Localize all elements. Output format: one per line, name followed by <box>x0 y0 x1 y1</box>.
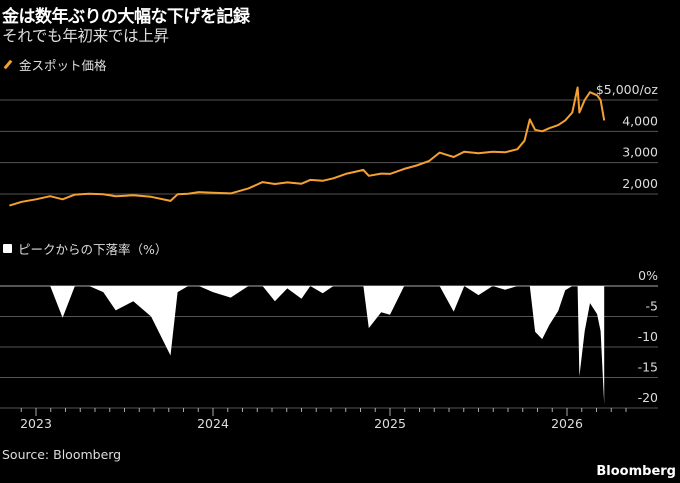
legend-drawdown: ピークからの下落率（%） <box>3 239 167 258</box>
year-tick-label: 2025 <box>374 416 406 431</box>
drawdown-area <box>9 286 605 405</box>
price-tick-label: $5,000/oz <box>596 82 659 97</box>
source-note: Source: Bloomberg <box>2 447 122 462</box>
legend-drawdown-label: ピークからの下落率（%） <box>18 242 168 257</box>
drawdown-tick-label: -5 <box>646 299 658 314</box>
drawdown-tick-label: 0% <box>638 268 658 283</box>
price-tick-label: 4,000 <box>622 113 658 128</box>
box-swatch-icon <box>3 244 12 253</box>
drawdown-tick-label: -15 <box>638 360 658 375</box>
drawdown-tick-label: -10 <box>638 329 658 344</box>
brand-logo: Bloomberg <box>596 464 676 479</box>
year-tick-label: 2026 <box>551 416 583 431</box>
year-tick-label: 2024 <box>197 416 229 431</box>
year-tick-label: 2023 <box>20 416 52 431</box>
price-line <box>9 86 606 207</box>
legend-price: 金スポット価格 <box>3 55 107 74</box>
drawdown-tick-label: -20 <box>638 390 658 405</box>
price-tick-label: 2,000 <box>622 176 658 191</box>
legend-price-label: 金スポット価格 <box>19 58 107 73</box>
chart-title: 金は数年ぶりの大幅な下げを記録 <box>2 7 250 27</box>
chart-subtitle: それでも年初来では上昇 <box>2 27 169 45</box>
price-tick-label: 3,000 <box>622 145 658 160</box>
